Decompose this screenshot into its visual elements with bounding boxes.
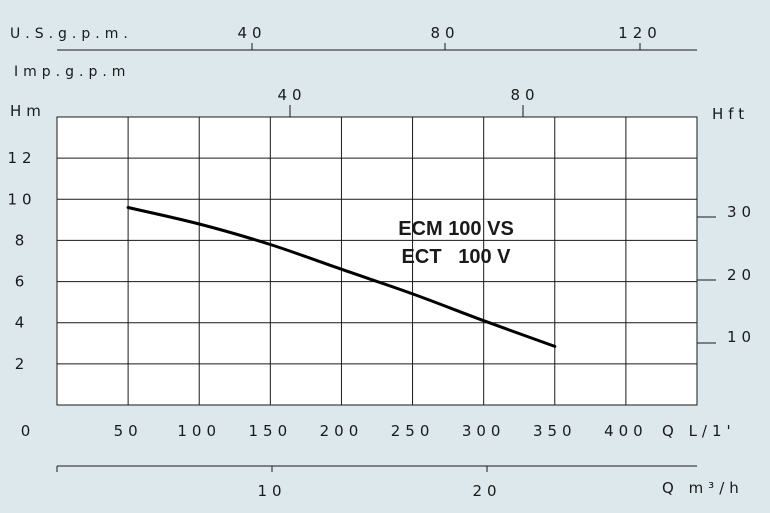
x-tick-label: 100 (177, 422, 221, 440)
x-tick-label: 200 (320, 422, 364, 440)
data-point (411, 292, 414, 296)
us-gpm-tick-label: 120 (618, 24, 662, 42)
imp-gpm-tick-label: 40 (277, 86, 306, 104)
m3h-tick-label: 20 (472, 482, 501, 500)
right-axis-label: Hft (712, 105, 749, 123)
y-axis-label: Hm (10, 102, 46, 120)
ticks: 0 50 100 150 200 250 300 350 400 2 4 6 8 10 12 (7, 149, 648, 440)
data-point (482, 319, 485, 322)
y-tick-label: 2 (15, 355, 30, 373)
x-tick-label: 0 (21, 422, 36, 440)
right-axis-tick-label: 20 (727, 266, 756, 284)
m3h-axis: 10 20 Q m³/h (56, 465, 744, 500)
y-tick-label: 12 (7, 149, 36, 167)
data-point (198, 222, 201, 226)
y-tick-label: 6 (15, 273, 30, 291)
imp-gpm-tick-label: 80 (510, 86, 539, 104)
us-gpm-tick-label: 80 (430, 24, 459, 42)
right-axis-tick-label: 30 (727, 203, 756, 221)
x-tick-label: 400 (604, 422, 648, 440)
data-point (269, 243, 272, 246)
x-tick-label: 350 (533, 422, 577, 440)
x-tick-label: 150 (249, 422, 293, 440)
m3h-axis-label: Q m³/h (662, 479, 744, 497)
data-point (340, 268, 343, 271)
x-axis-label: Q L/1' (662, 422, 736, 440)
y-tick-label: 8 (15, 231, 30, 249)
y-tick-label: 4 (15, 314, 30, 332)
us-gpm-label: U.S.g.p.m. (10, 26, 133, 42)
x-tick-label: 50 (114, 422, 143, 440)
right-axis-tick-label: 10 (727, 328, 756, 346)
us-gpm-axis: U.S.g.p.m. 40 80 120 (10, 24, 697, 51)
m3h-tick-label: 10 (257, 482, 286, 500)
chart-annotation: ECM 100 VS (398, 218, 514, 240)
series-layer (126, 206, 557, 348)
plot-area (56, 116, 698, 406)
chart-annotation: ECT 100 V (402, 246, 512, 268)
data-point (126, 206, 130, 209)
us-gpm-tick-label: 40 (237, 24, 266, 42)
right-axis-hft: Hft 30 20 10 (697, 105, 756, 346)
grid (57, 117, 697, 405)
data-point (553, 345, 556, 348)
imp-gpm-label: Imp.g.p.m (14, 64, 130, 80)
x-tick-label: 250 (391, 422, 435, 440)
x-tick-label: 300 (462, 422, 506, 440)
imp-gpm-axis: Imp.g.p.m 40 80 (14, 64, 539, 117)
y-tick-label: 10 (7, 190, 36, 208)
